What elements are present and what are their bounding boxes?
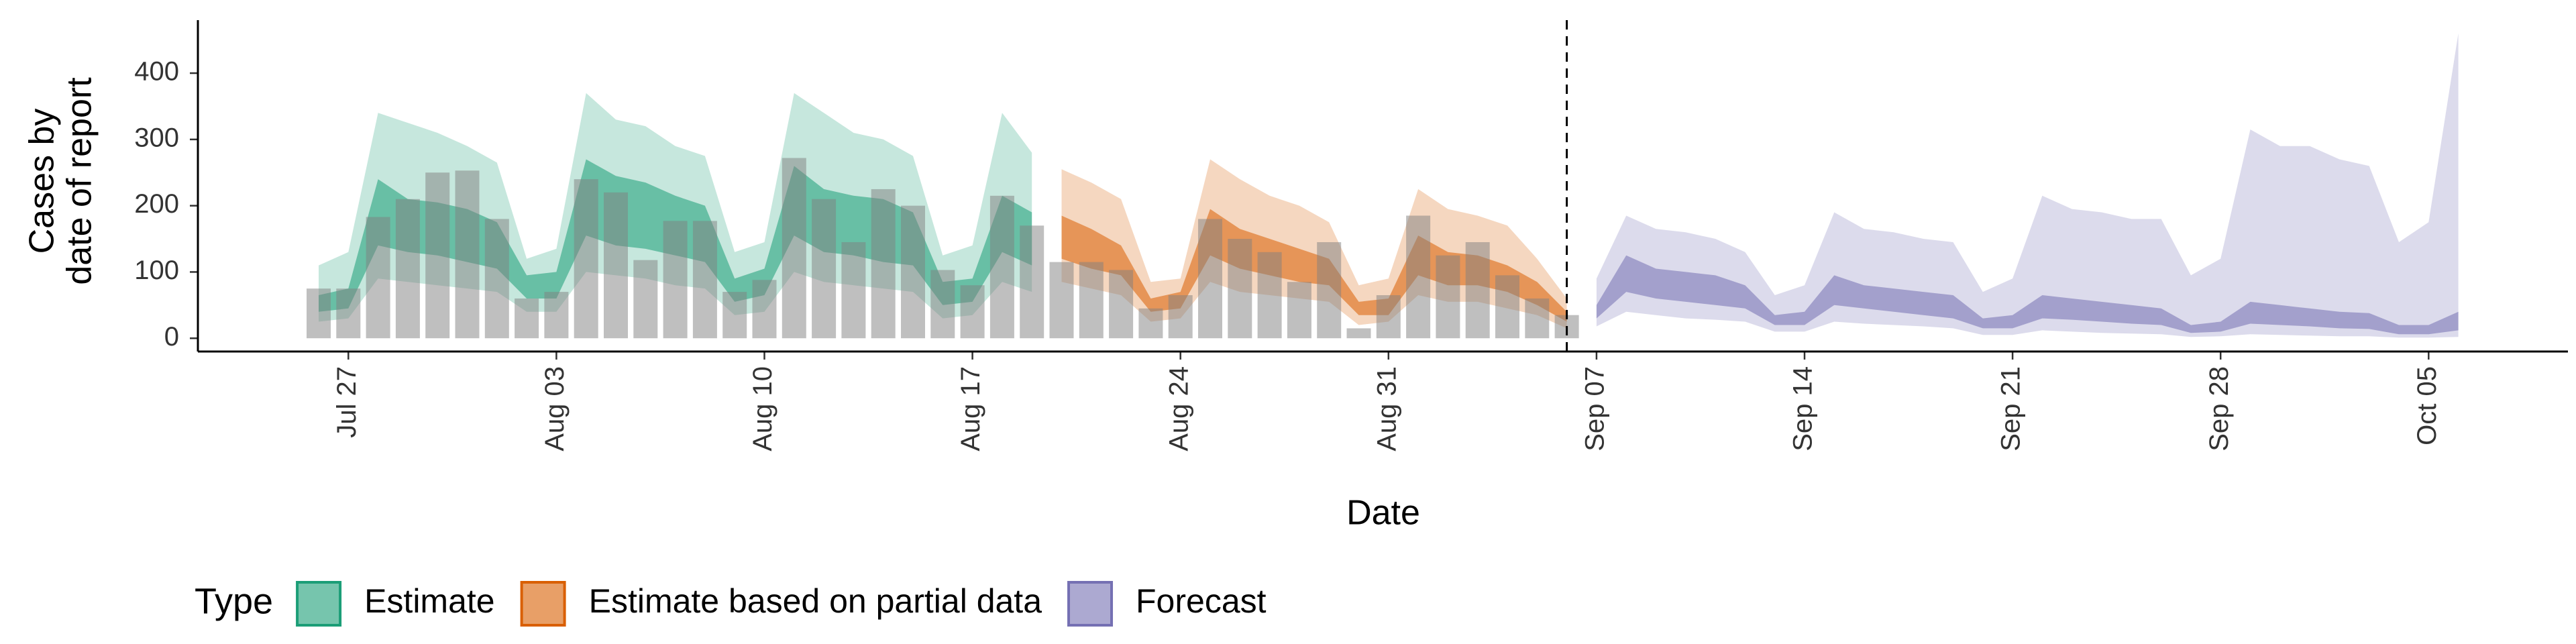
bar xyxy=(1138,308,1163,339)
bar xyxy=(989,195,1014,339)
bar xyxy=(1168,295,1193,339)
y-tick-label: 0 xyxy=(164,322,179,352)
bar xyxy=(1228,239,1252,339)
bar xyxy=(1495,275,1519,339)
y-tick-label: 100 xyxy=(134,256,179,285)
legend-label: Forecast xyxy=(1136,582,1267,620)
x-tick-label: Sep 21 xyxy=(1996,366,2026,451)
x-tick-label: Sep 28 xyxy=(2204,366,2234,451)
bar xyxy=(871,189,896,339)
bar xyxy=(1049,262,1074,339)
bar xyxy=(455,170,480,339)
bar xyxy=(1287,282,1311,339)
band-50 xyxy=(1596,255,2459,335)
bar xyxy=(722,292,747,339)
x-tick-label: Aug 03 xyxy=(540,366,570,451)
x-tick-label: Aug 17 xyxy=(956,366,985,451)
x-tick-label: Jul 27 xyxy=(332,366,362,438)
bar xyxy=(1317,241,1342,339)
x-tick-label: Oct 05 xyxy=(2412,366,2442,445)
bar xyxy=(544,292,569,339)
bar xyxy=(692,221,717,339)
x-tick-label: Aug 31 xyxy=(1372,366,1401,451)
y-tick-label: 400 xyxy=(134,57,179,87)
y-axis-title-line: Cases by xyxy=(23,109,62,254)
legend-label: Estimate based on partial data xyxy=(589,582,1042,620)
bar xyxy=(1257,252,1282,339)
bar xyxy=(782,158,806,339)
bar xyxy=(812,199,837,339)
bar xyxy=(960,285,985,339)
bar xyxy=(307,288,331,339)
x-tick-label: Aug 10 xyxy=(748,366,777,451)
bar xyxy=(336,288,361,339)
band-50 xyxy=(1061,209,1567,322)
legend-key xyxy=(520,581,566,627)
bar xyxy=(515,298,539,339)
bar xyxy=(574,179,598,339)
bar xyxy=(1109,270,1134,339)
bar xyxy=(633,260,658,339)
y-axis-title-line: date of report xyxy=(60,77,99,285)
bar xyxy=(395,199,420,339)
bar xyxy=(425,172,450,339)
band-90 xyxy=(1596,33,2459,338)
bar xyxy=(841,241,866,339)
legend-label: Estimate xyxy=(364,582,495,620)
bar xyxy=(1020,225,1044,339)
y-axis-title: Cases by date of report xyxy=(23,77,99,285)
bar xyxy=(604,192,628,339)
bar xyxy=(901,205,925,339)
bar xyxy=(1079,262,1104,339)
bar xyxy=(1465,241,1490,339)
y-tick-label: 300 xyxy=(134,123,179,152)
legend-title: Type xyxy=(195,581,273,621)
legend-key xyxy=(1067,581,1114,627)
bar xyxy=(930,270,955,339)
bar xyxy=(663,221,688,339)
bar xyxy=(1436,255,1460,339)
bar xyxy=(484,219,509,339)
bar xyxy=(752,280,777,339)
bar xyxy=(1525,298,1550,339)
y-tick-label: 200 xyxy=(134,189,179,219)
band-90 xyxy=(1061,159,1567,329)
bar xyxy=(1406,215,1431,339)
x-tick-label: Aug 24 xyxy=(1164,366,1193,451)
bar xyxy=(366,217,390,339)
bar xyxy=(1198,219,1222,339)
x-tick-label: Sep 14 xyxy=(1788,366,1818,451)
bar xyxy=(1346,328,1371,339)
legend-key xyxy=(296,581,342,627)
bar xyxy=(1376,295,1401,339)
x-axis-title: Date xyxy=(1346,494,1420,533)
x-tick-label: Sep 07 xyxy=(1580,366,1609,451)
